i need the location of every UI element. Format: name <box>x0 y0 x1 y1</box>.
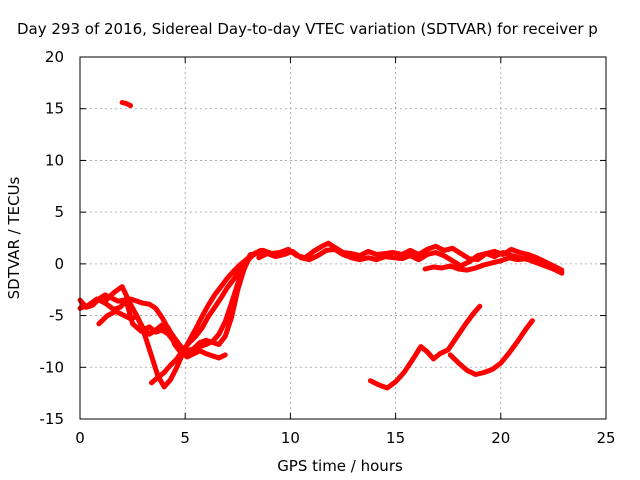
y-tick-label: -10 <box>40 358 65 376</box>
data-traces <box>77 100 565 391</box>
series-line-1 <box>119 100 133 109</box>
y-tick-label: 5 <box>54 203 64 221</box>
y-axis-title: SDTVAR / TECUs <box>5 176 23 299</box>
series-line-10 <box>367 303 483 391</box>
series-line-6 <box>149 248 262 386</box>
y-tick-label: 20 <box>45 48 64 66</box>
y-tick-label: 15 <box>45 100 64 118</box>
y-tick-label: 10 <box>45 151 64 169</box>
chart-title: Day 293 of 2016, Sidereal Day-to-day VTE… <box>17 20 598 38</box>
x-tick-label: 5 <box>180 429 190 447</box>
series-line-11 <box>447 318 535 377</box>
axis-ticks <box>79 56 607 420</box>
x-tick-label: 25 <box>596 429 615 447</box>
grid <box>80 57 606 419</box>
series-line-4 <box>96 308 228 361</box>
plot-frame <box>79 56 607 420</box>
x-axis-title: GPS time / hours <box>277 457 403 475</box>
x-tick-label: 10 <box>281 429 300 447</box>
series-line-9 <box>422 255 565 275</box>
series-line-8 <box>256 246 565 276</box>
y-tick-label: -15 <box>40 410 65 428</box>
y-tick-label: -5 <box>49 307 64 325</box>
x-tick-label: 20 <box>491 429 510 447</box>
tick-labels: 0 5 10 15 20 25 -15 -10 -5 0 5 10 15 20 <box>40 48 616 447</box>
x-tick-label: 15 <box>386 429 405 447</box>
x-tick-label: 0 <box>75 429 85 447</box>
y-tick-label: 0 <box>54 255 64 273</box>
